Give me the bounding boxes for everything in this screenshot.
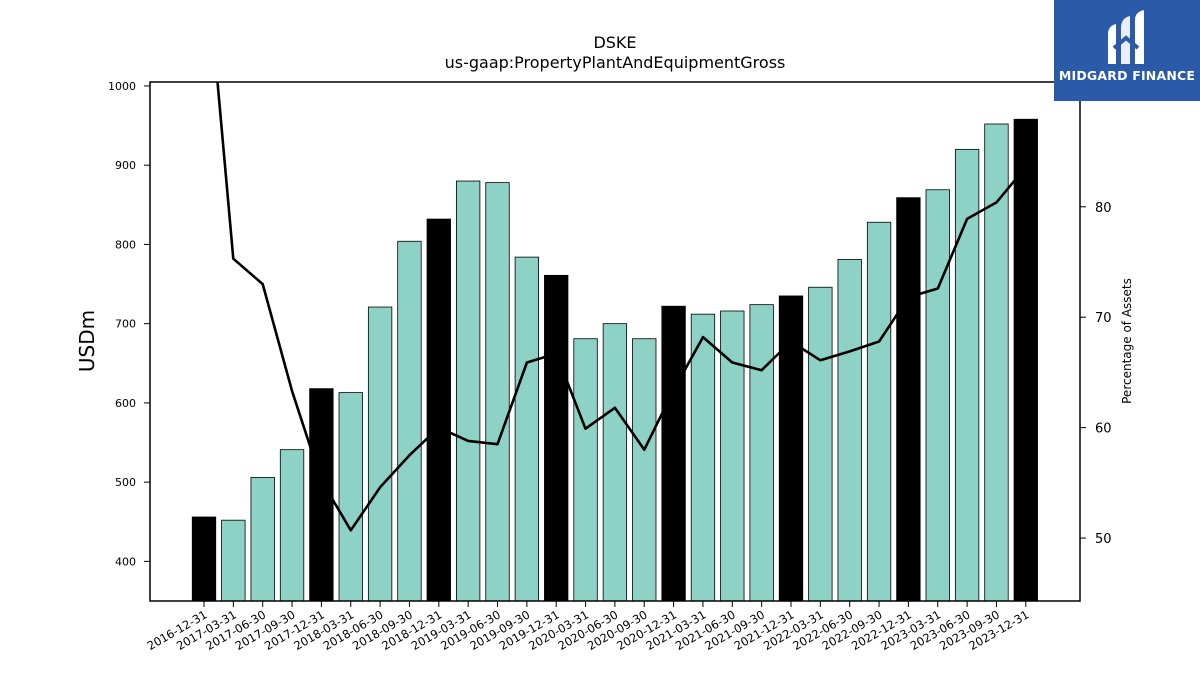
- bar: [338, 392, 363, 601]
- bar: [544, 274, 569, 601]
- bar-series: [191, 118, 1038, 601]
- bar: [1013, 118, 1038, 601]
- y-tick-label: 800: [115, 238, 136, 251]
- percentage-line: [216, 82, 1027, 532]
- bar: [896, 197, 921, 601]
- bar: [279, 449, 305, 601]
- y-tick-label: 500: [115, 476, 136, 489]
- chart-subtitle: us-gaap:PropertyPlantAndEquipmentGross: [445, 53, 786, 72]
- y-tick-label: 700: [115, 318, 136, 331]
- bar: [602, 323, 628, 601]
- bar: [749, 304, 774, 601]
- brand-logo: MIDGARD FINANCE: [1054, 0, 1200, 101]
- bar: [309, 388, 334, 601]
- y-tick-label: 600: [115, 397, 136, 410]
- logo-mark-icon: [1108, 10, 1144, 64]
- y-tick-label: 1000: [108, 80, 136, 93]
- bar: [808, 286, 833, 601]
- bar: [221, 519, 246, 601]
- y2-tick-label: 80: [1095, 201, 1112, 216]
- bar: [426, 218, 451, 601]
- bar: [866, 221, 892, 601]
- bar: [720, 310, 745, 601]
- bar: [514, 256, 539, 601]
- bar: [367, 306, 393, 601]
- bar: [778, 295, 804, 601]
- y2-tick-label: 70: [1095, 311, 1112, 326]
- bar: [573, 338, 598, 601]
- brand-name: MIDGARD FINANCE: [1058, 68, 1196, 83]
- bar: [954, 148, 980, 601]
- bar: [984, 123, 1009, 601]
- bar: [837, 259, 862, 601]
- left-axis: 400 500 600 700 800 900 1000: [108, 80, 150, 568]
- bar: [485, 182, 510, 601]
- y-tick-label: 400: [115, 555, 136, 568]
- y-axis-title: USDm: [75, 310, 99, 372]
- bar: [661, 305, 686, 601]
- bar: [690, 313, 716, 601]
- bar: [250, 476, 275, 601]
- bar: [397, 240, 422, 601]
- y2-axis-title: Percentage of Assets: [1120, 278, 1134, 404]
- line-series: [216, 82, 1027, 532]
- bar: [925, 189, 950, 601]
- y2-tick-label: 60: [1095, 422, 1112, 437]
- bar: [632, 338, 657, 601]
- bar: [455, 180, 481, 601]
- right-axis: 50 60 70 80: [1080, 201, 1112, 547]
- chart-title: DSKE: [593, 33, 636, 52]
- y-tick-label: 900: [115, 159, 136, 172]
- bar: [191, 516, 217, 601]
- y2-tick-label: 50: [1095, 532, 1112, 547]
- x-axis: 2016-12-312017-03-312017-06-302017-09-30…: [145, 601, 1031, 653]
